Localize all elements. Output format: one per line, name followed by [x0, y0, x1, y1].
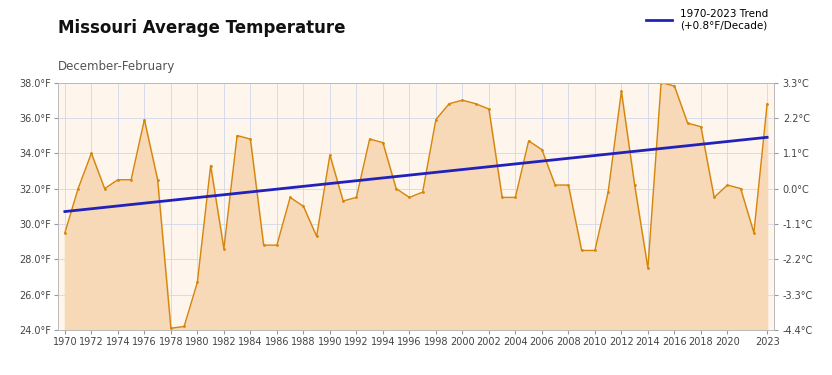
- Text: December-February: December-February: [58, 60, 176, 73]
- Legend: 1970-2023 Trend
(+0.8°F/Decade): 1970-2023 Trend (+0.8°F/Decade): [646, 9, 769, 30]
- Text: Missouri Average Temperature: Missouri Average Temperature: [58, 19, 346, 37]
